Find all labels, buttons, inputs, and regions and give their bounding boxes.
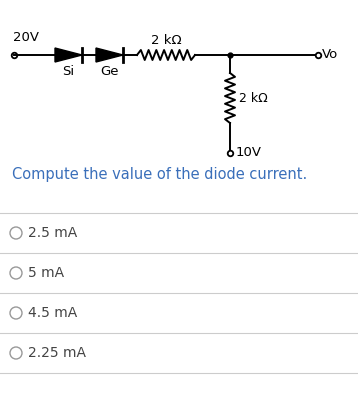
Text: Ge: Ge	[100, 65, 119, 78]
Text: 2 kΩ: 2 kΩ	[239, 91, 268, 104]
Text: 10V: 10V	[236, 145, 262, 158]
Text: 2.25 mA: 2.25 mA	[28, 346, 86, 360]
Text: 5 mA: 5 mA	[28, 266, 64, 280]
Polygon shape	[55, 48, 82, 62]
Text: 4.5 mA: 4.5 mA	[28, 306, 77, 320]
Text: Compute the value of the diode current.: Compute the value of the diode current.	[12, 168, 307, 183]
Text: 20V: 20V	[13, 31, 39, 44]
Polygon shape	[96, 48, 123, 62]
Text: 2.5 mA: 2.5 mA	[28, 226, 77, 240]
Text: 2 kΩ: 2 kΩ	[151, 34, 181, 47]
Text: Vo: Vo	[322, 49, 338, 62]
Text: Si: Si	[62, 65, 74, 78]
